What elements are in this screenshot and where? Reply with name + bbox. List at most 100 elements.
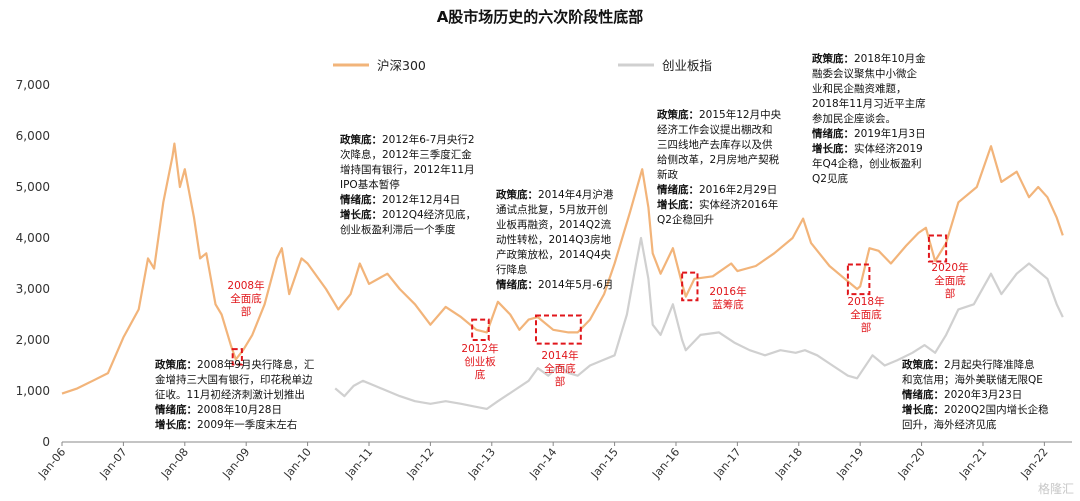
annotation-text: 业板再融资，2014Q2流 [496, 219, 612, 231]
annotation-text: 2014年5月-6月 [538, 279, 614, 291]
annotation-row: 新政 [657, 168, 781, 183]
annotation-row: 政策底：2018年10月金 [812, 52, 926, 67]
annotation-text: 新政 [657, 169, 678, 181]
annotation-key: 政策底： [340, 134, 382, 146]
annotation-text: 2008年9月央行降息，汇 [197, 359, 315, 371]
annotation-text: 2009年一季度末左右 [197, 419, 298, 431]
annotation-row: 增持国有银行，2012年11月 [340, 163, 476, 178]
bottom-marker-box [927, 234, 948, 263]
annotation-row: 给侧改革，2月房地产契税 [657, 153, 781, 168]
bottom-marker-label: 2018年 全面底部 [847, 296, 885, 334]
bottom-marker-label: 2020年 全面底部 [931, 262, 969, 300]
annotation-text: IPO基本暂停 [340, 179, 400, 191]
annotation-box: 政策底：2014年4月沪港 通试点批复，5月放开创 业板再融资，2014Q2流 动性转… [496, 188, 613, 293]
annotation-box: 政策底：2015年12月中央经济工作会议提出棚改和 三四线地产去库存以及供 给侧改革… [657, 108, 781, 228]
y-tick-label: 4,000 [16, 231, 50, 245]
x-tick-label: Jan-15 [588, 446, 621, 482]
annotation-text: 融委会议聚焦中小微企 [812, 68, 917, 80]
annotation-key: 政策底： [496, 189, 538, 201]
bottom-marker-layer [231, 234, 948, 366]
x-tick-label: Jan-07 [97, 446, 130, 482]
annotation-row: 2018年11月习近平主席 [812, 97, 926, 112]
annotation-row: 情绪底：2008年10月28日 [155, 403, 314, 418]
annotation-text: 动性转松，2014Q3房地 [496, 234, 612, 246]
y-tick-label: 0 [42, 435, 50, 449]
annotation-text: 年Q4企稳，创业板盈利 [812, 158, 922, 170]
annotation-text: 2018年11月习近平主席 [812, 98, 926, 110]
annotation-text: 和宽信用；海外美联储无限QE [902, 374, 1043, 386]
annotation-text: 参加民企座谈会。 [812, 113, 896, 125]
bottom-marker-box [681, 271, 699, 302]
y-tick-label: 3,000 [16, 282, 50, 296]
annotation-key: 增长底： [902, 404, 944, 416]
annotation-row: 情绪底：2020年3月23日 [902, 388, 1049, 403]
annotation-text: 实体经济2019 [854, 143, 923, 155]
annotation-row: 增长底：实体经济2019 [812, 142, 926, 157]
annotation-row: 融委会议聚焦中小微企 [812, 67, 926, 82]
x-tick-label: Jan-13 [465, 446, 498, 482]
x-tick-label: Jan-17 [711, 446, 744, 482]
annotation-row: 动性转松，2014Q3房地 [496, 233, 613, 248]
annotation-row: 情绪底：2019年1月3日 [812, 127, 926, 142]
bottom-marker-box [846, 263, 871, 296]
annotation-text: 2月起央行降准降息 [944, 359, 1035, 371]
annotation-row: 政策底：2月起央行降准降息 [902, 358, 1049, 373]
annotation-key: 政策底： [812, 53, 854, 65]
annotation-text: Q2见底 [812, 173, 848, 185]
series-line-1 [334, 236, 1064, 410]
annotation-row: 业和民企融资难题， [812, 82, 926, 97]
x-tick-label: Jan-08 [158, 446, 191, 482]
annotation-text: 增持国有银行，2012年11月 [340, 164, 475, 176]
annotation-row: 增长底：实体经济2016年 [657, 198, 781, 213]
x-tick-label: Jan-12 [404, 446, 437, 482]
series-layer [61, 142, 1064, 410]
annotation-text: 通试点批复，5月放开创 [496, 204, 608, 216]
annotation-row: 政策底：2008年9月央行降息，汇 [155, 358, 314, 373]
annotation-text: 三四线地产去库存以及供 [657, 139, 773, 151]
annotation-text: 业和民企融资难题， [812, 83, 907, 95]
annotation-key: 政策底： [657, 109, 699, 121]
annotation-row: 金增持三大国有银行，印花税单边 [155, 373, 314, 388]
legend: 沪深300 创业板指 [333, 58, 712, 73]
annotation-row: 和宽信用；海外美联储无限QE [902, 373, 1049, 388]
annotation-row: 行降息 [496, 263, 613, 278]
annotation-row: 增长底：2020Q2国内增长企稳 [902, 403, 1049, 418]
annotation-text: Q2企稳回升 [657, 214, 714, 226]
bottom-marker-label: 2014年 全面底部 [541, 350, 579, 388]
x-tick-label: Jan-18 [772, 446, 805, 482]
annotation-row: 业板再融资，2014Q2流 [496, 218, 613, 233]
annotation-key: 情绪底： [812, 128, 854, 140]
annotation-key: 政策底： [902, 359, 944, 371]
annotation-row: 征收。11月初经济刺激计划推出 [155, 388, 314, 403]
annotation-key: 情绪底： [340, 194, 382, 206]
annotation-row: 回升，海外经济见底 [902, 418, 1049, 433]
annotation-text: 2015年12月中央 [699, 109, 782, 121]
y-tick-label: 2,000 [16, 333, 50, 347]
annotation-text: 2019年1月3日 [854, 128, 926, 140]
y-tick-label: 5,000 [16, 180, 50, 194]
bottom-marker-box [231, 348, 243, 366]
annotation-row: 政策底：2014年4月沪港 [496, 188, 613, 203]
annotation-row: 经济工作会议提出棚改和 [657, 123, 781, 138]
bottom-marker-label: 2012年 创业板底 [461, 343, 499, 381]
y-axis: 0 1,000 2,000 3,000 4,000 5,000 6,000 7,000 [16, 78, 50, 449]
annotation-key: 增长底： [155, 419, 197, 431]
x-tick-label: Jan-09 [219, 446, 252, 482]
x-tick-label: Jan-21 [956, 446, 989, 482]
annotation-key: 情绪底： [657, 184, 699, 196]
annotation-row: 增长底：2012Q4经济见底， [340, 208, 476, 223]
annotation-text: 2020Q2国内增长企稳 [944, 404, 1049, 416]
y-tick-label: 6,000 [16, 129, 50, 143]
annotation-row: Q2企稳回升 [657, 213, 781, 228]
bottom-marker-box [471, 318, 490, 342]
legend-label: 沪深300 [377, 58, 426, 73]
series-line-0 [61, 142, 1064, 395]
x-tick-label: Jan-06 [35, 446, 68, 482]
annotation-row: 情绪底：2014年5月-6月 [496, 278, 613, 293]
bottom-marker-box [534, 314, 582, 345]
x-tick-label: Jan-16 [649, 446, 682, 482]
x-tick-label: Jan-19 [833, 446, 866, 482]
annotation-text: 次降息，2012年三季度汇金 [340, 149, 472, 161]
x-axis: Jan-06 Jan-07 Jan-08 Jan-09 Jan-10 Jan-11 Jan-… [35, 441, 1072, 482]
x-tick-label: Jan-14 [526, 446, 559, 482]
